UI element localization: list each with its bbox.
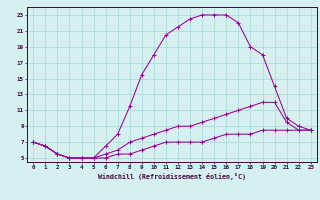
- X-axis label: Windchill (Refroidissement éolien,°C): Windchill (Refroidissement éolien,°C): [98, 173, 246, 180]
